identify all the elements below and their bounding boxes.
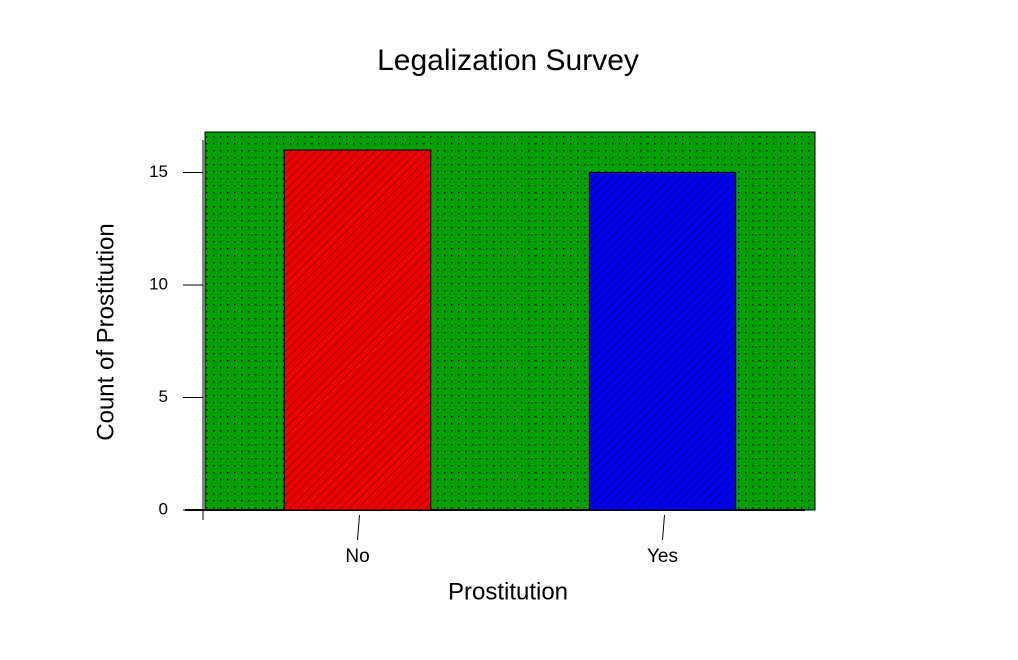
y-tick-label: 10 [149,274,168,293]
bar [588,172,737,511]
bar [283,149,432,511]
x-tick-label: Yes [647,546,678,567]
x-tick-label: No [345,546,369,567]
x-tick [357,514,360,541]
y-axis-label: Count of Prostitution [92,223,119,440]
chart-title: Legalization Survey [377,44,639,77]
x-axis-label: Prostitution [448,578,568,605]
y-tick-label: 0 [159,499,168,518]
x-tick [662,514,665,541]
y-tick-label: 5 [159,387,168,406]
y-tick-label: 15 [149,162,168,181]
